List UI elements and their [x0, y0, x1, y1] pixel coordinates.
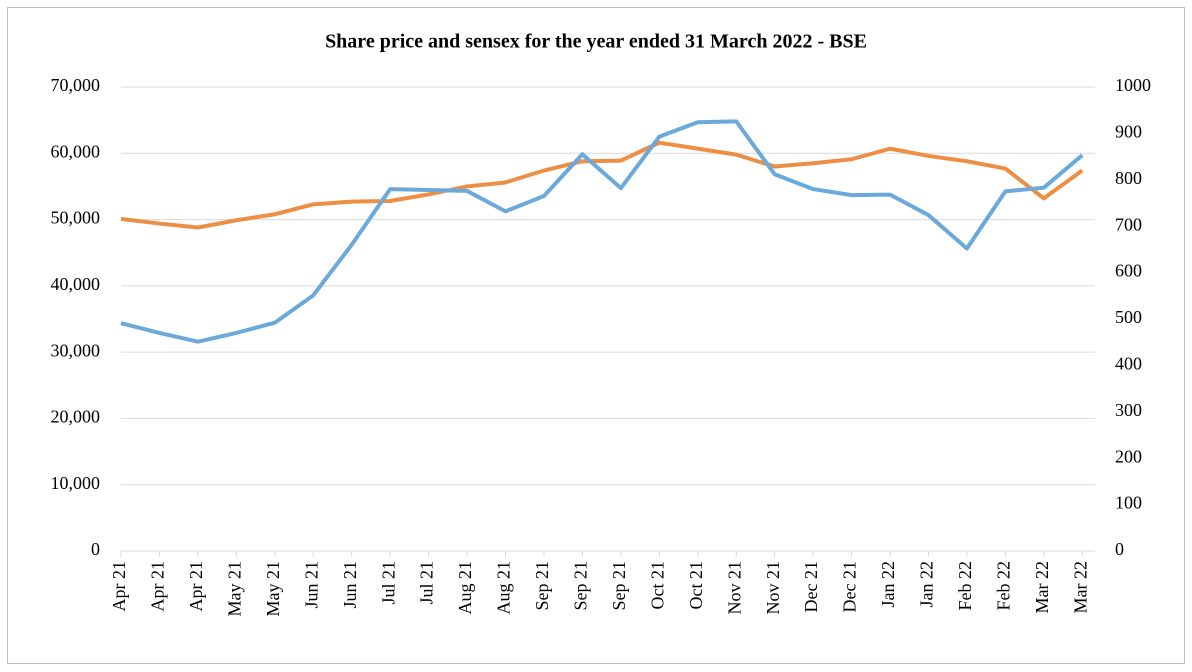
x-tick-label: Mar 22 [1032, 561, 1052, 614]
y-tick-label: 30,000 [51, 340, 101, 360]
y-tick-label: 20,000 [51, 407, 101, 427]
x-tick-label: Feb 22 [955, 561, 975, 611]
chart-title: Share price and sensex for the year ende… [325, 31, 867, 53]
x-tick-label: Oct 21 [647, 561, 667, 610]
x-tick-label: Oct 21 [686, 561, 706, 610]
y-tick-label: 10,000 [51, 473, 101, 493]
y2-tick-label: 700 [1115, 214, 1142, 234]
y2-tick-label: 300 [1115, 400, 1142, 420]
y-tick-label: 50,000 [51, 208, 101, 228]
x-tick-label: Apr 21 [186, 561, 206, 612]
x-tick-label: May 21 [224, 561, 244, 617]
chart-border [7, 7, 1185, 664]
y2-tick-label: 800 [1115, 168, 1142, 188]
y2-tick-label: 600 [1115, 261, 1142, 281]
x-tick-label: Sep 21 [609, 561, 629, 611]
x-tick-label: Aug 21 [494, 561, 514, 615]
x-tick-label: Jun 21 [340, 561, 360, 609]
y2-tick-label: 100 [1115, 493, 1142, 513]
y2-tick-label: 500 [1115, 307, 1142, 327]
x-tick-label: Sep 21 [532, 561, 552, 611]
x-tick-label: Nov 21 [724, 561, 744, 615]
y2-tick-label: 0 [1115, 539, 1124, 559]
x-tick-label: Apr 21 [109, 561, 129, 612]
series-line [120, 140, 1084, 230]
y2-tick-label: 900 [1115, 122, 1142, 142]
x-tick-label: Sep 21 [571, 561, 591, 611]
x-tick-label: Jan 22 [917, 561, 937, 608]
x-tick-label: Jun 21 [301, 561, 321, 609]
series-line [120, 119, 1084, 344]
x-tick-label: Feb 22 [993, 561, 1013, 611]
x-tick-label: Apr 21 [148, 561, 168, 612]
y2-tick-label: 200 [1115, 446, 1142, 466]
y-tick-label: 60,000 [51, 141, 101, 161]
x-tick-label: Dec 21 [840, 561, 860, 612]
y-tick-label: 70,000 [51, 75, 101, 95]
x-tick-label: Jan 22 [878, 561, 898, 608]
y-tick-label: 40,000 [51, 274, 101, 294]
x-tick-label: Jul 21 [378, 561, 398, 605]
x-tick-label: May 21 [263, 561, 283, 617]
x-tick-label: Dec 21 [801, 561, 821, 612]
x-tick-label: Mar 22 [1070, 561, 1090, 614]
x-tick-label: Nov 21 [763, 561, 783, 615]
x-tick-label: Aug 21 [455, 561, 475, 615]
x-tick-label: Jul 21 [417, 561, 437, 605]
y2-tick-label: 1000 [1115, 75, 1151, 95]
y2-tick-label: 400 [1115, 354, 1142, 374]
y-tick-label: 0 [91, 539, 100, 559]
